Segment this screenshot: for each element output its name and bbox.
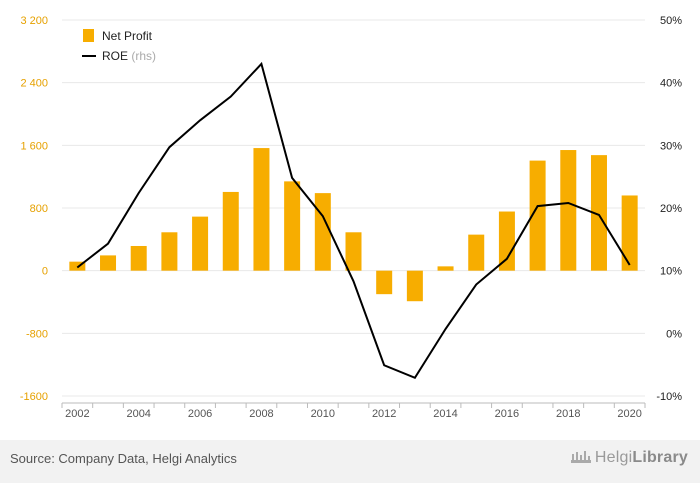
net-profit-bar (406, 270, 423, 302)
roe-line (76, 61, 631, 380)
net-profit-bar (498, 211, 515, 271)
legend-label-roe-suffix: (rhs) (131, 49, 156, 63)
net-profit-bar (468, 234, 485, 271)
left-tick-label: 3 200 (20, 15, 48, 27)
right-tick-label: 0% (666, 328, 682, 340)
right-tick-label: 10% (660, 266, 682, 278)
net-profit-bar (222, 191, 239, 271)
x-tick-label: 2002 (65, 408, 89, 420)
net-profit-bar (130, 245, 147, 271)
x-tick-label: 2004 (126, 408, 150, 420)
net-profit-bar (314, 193, 331, 271)
net-profit-bar (192, 216, 209, 271)
logo-text-library: Library (632, 449, 688, 466)
net-profit-bar (284, 181, 301, 271)
net-profit-bar (590, 155, 607, 271)
net-profit-bar (621, 195, 638, 271)
net-profit-bar (345, 232, 362, 271)
x-tick-label: 2014 (433, 408, 457, 420)
net-profit-bar (161, 232, 178, 271)
left-tick-label: 2 400 (20, 78, 48, 90)
right-tick-label: 30% (660, 140, 682, 152)
net-profit-bar (253, 148, 270, 271)
left-tick-label: 0 (42, 266, 48, 278)
net-profit-bar (529, 160, 546, 271)
net-profit-bar (560, 150, 577, 271)
net-profit-bar (437, 266, 454, 271)
logo-mark-icon (570, 451, 591, 463)
x-tick-label: 2012 (372, 408, 396, 420)
legend-label-roe: ROE (rhs) (102, 49, 156, 63)
right-tick-label: 50% (660, 15, 682, 27)
net-profit-bar (100, 255, 117, 271)
source-note: Source: Company Data, Helgi Analytics (10, 451, 237, 466)
footer: Source: Company Data, Helgi Analytics He… (0, 440, 700, 483)
net-profit-bar (69, 261, 86, 271)
right-tick-label: 20% (660, 203, 682, 215)
legend-swatch-net-profit (83, 29, 94, 42)
left-tick-label: -800 (26, 328, 48, 340)
x-tick-label: 2006 (188, 408, 212, 420)
x-tick-label: 2008 (249, 408, 273, 420)
x-tick-label: 2010 (311, 408, 335, 420)
left-tick-label: 1 600 (20, 140, 48, 152)
x-tick-label: 2018 (556, 408, 580, 420)
left-tick-label: -1600 (20, 391, 48, 403)
logo-text-helgi: Helgi (594, 449, 633, 466)
right-tick-label: -10% (656, 391, 682, 403)
helgi-library-logo: HelgiLibrary (570, 449, 688, 467)
left-tick-label: 800 (30, 203, 48, 215)
right-tick-label: 40% (660, 78, 682, 90)
x-tick-label: 2016 (495, 408, 519, 420)
legend-label-net-profit: Net Profit (102, 29, 153, 43)
x-tick-label: 2020 (617, 408, 641, 420)
net-profit-bar (376, 270, 393, 295)
